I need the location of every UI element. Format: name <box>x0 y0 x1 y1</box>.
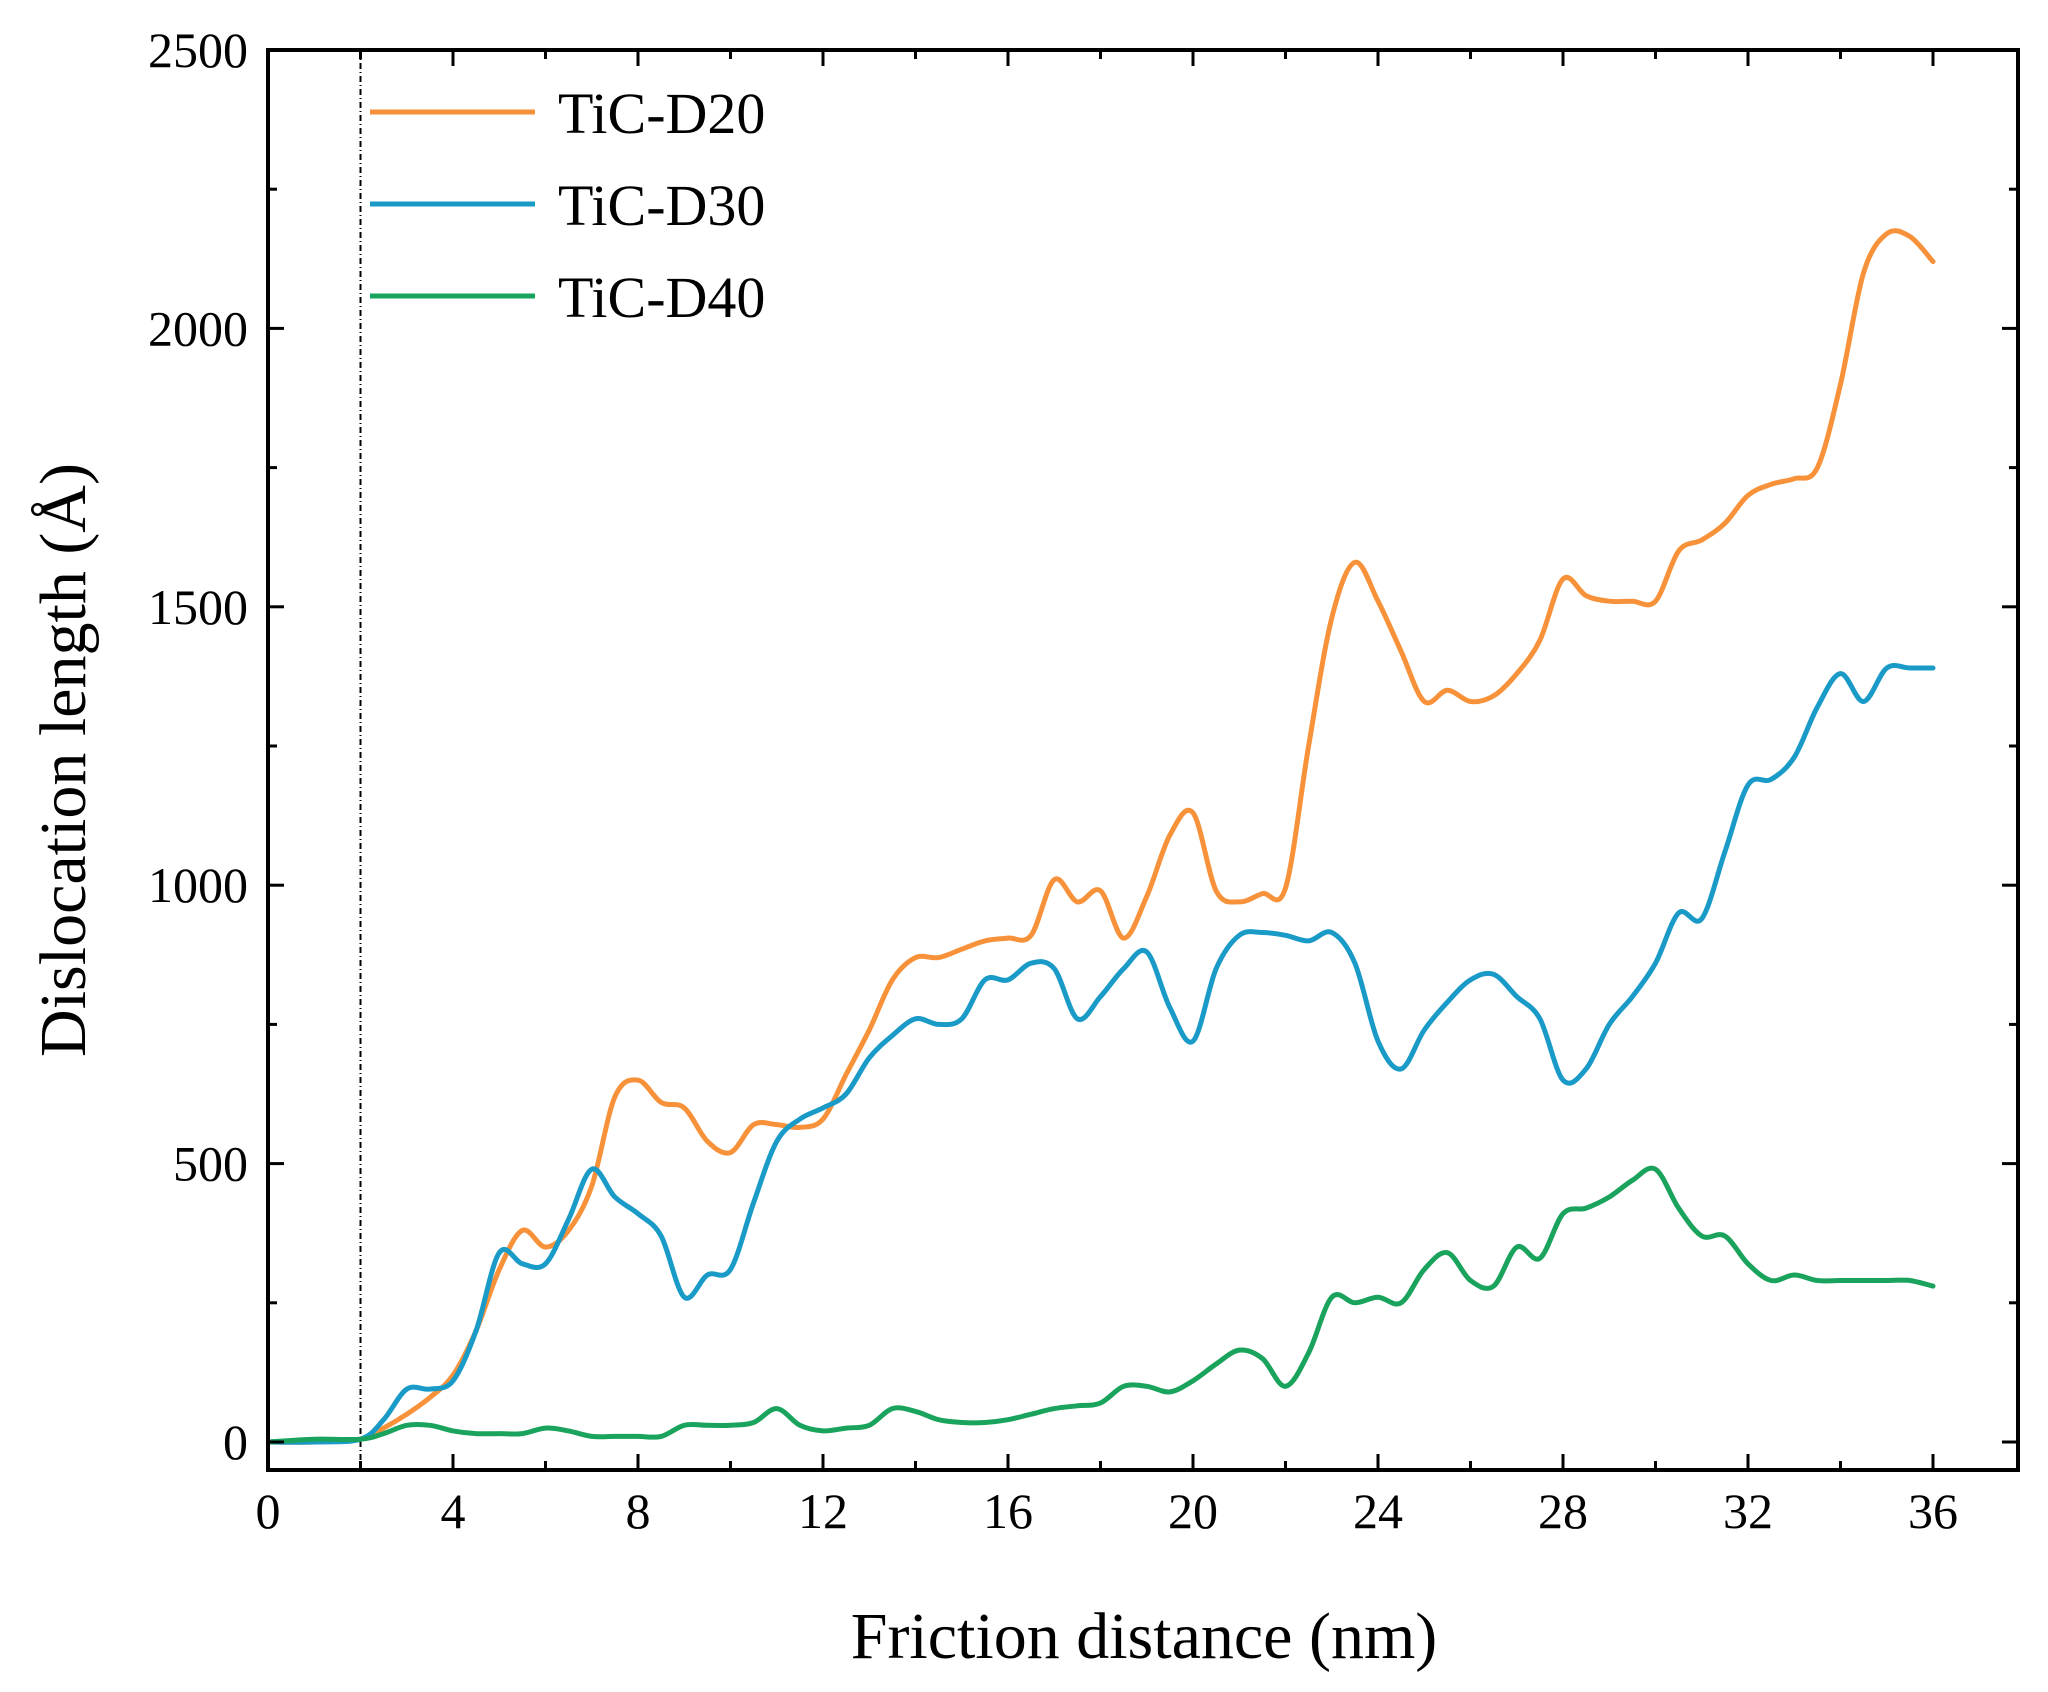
legend-label-tic-d30: TiC-D30 <box>558 173 765 238</box>
x-tick-label: 16 <box>983 1483 1033 1539</box>
x-axis-title: Friction distance (nm) <box>851 1600 1438 1673</box>
legend: TiC-D20 TiC-D30 TiC-D40 <box>370 81 765 330</box>
y-tick-label: 2500 <box>148 22 248 78</box>
y-tick-label: 1500 <box>148 579 248 635</box>
y-axis-title: Dislocation length (Å) <box>27 463 100 1057</box>
y-tick-label: 0 <box>223 1414 248 1470</box>
x-tick-label: 36 <box>1908 1483 1958 1539</box>
legend-label-tic-d40: TiC-D40 <box>558 265 765 330</box>
x-tick-label: 8 <box>626 1483 651 1539</box>
x-tick-label: 0 <box>256 1483 281 1539</box>
legend-label-tic-d20: TiC-D20 <box>558 81 765 146</box>
y-tick-label: 2000 <box>148 300 248 356</box>
x-tick-label: 4 <box>441 1483 466 1539</box>
x-tick-label: 20 <box>1168 1483 1218 1539</box>
x-tick-label: 12 <box>798 1483 848 1539</box>
y-tick-label: 500 <box>173 1136 248 1192</box>
x-tick-label: 32 <box>1723 1483 1773 1539</box>
x-tick-label: 28 <box>1538 1483 1588 1539</box>
series-line-tic-d20 <box>268 228 1936 1445</box>
plot-frame <box>266 48 2020 1472</box>
x-tick-label: 24 <box>1353 1483 1403 1539</box>
y-tick-label: 1000 <box>148 857 248 913</box>
series-line-tic-d30 <box>268 663 1936 1445</box>
series-line-tic-d40 <box>268 1165 1936 1445</box>
